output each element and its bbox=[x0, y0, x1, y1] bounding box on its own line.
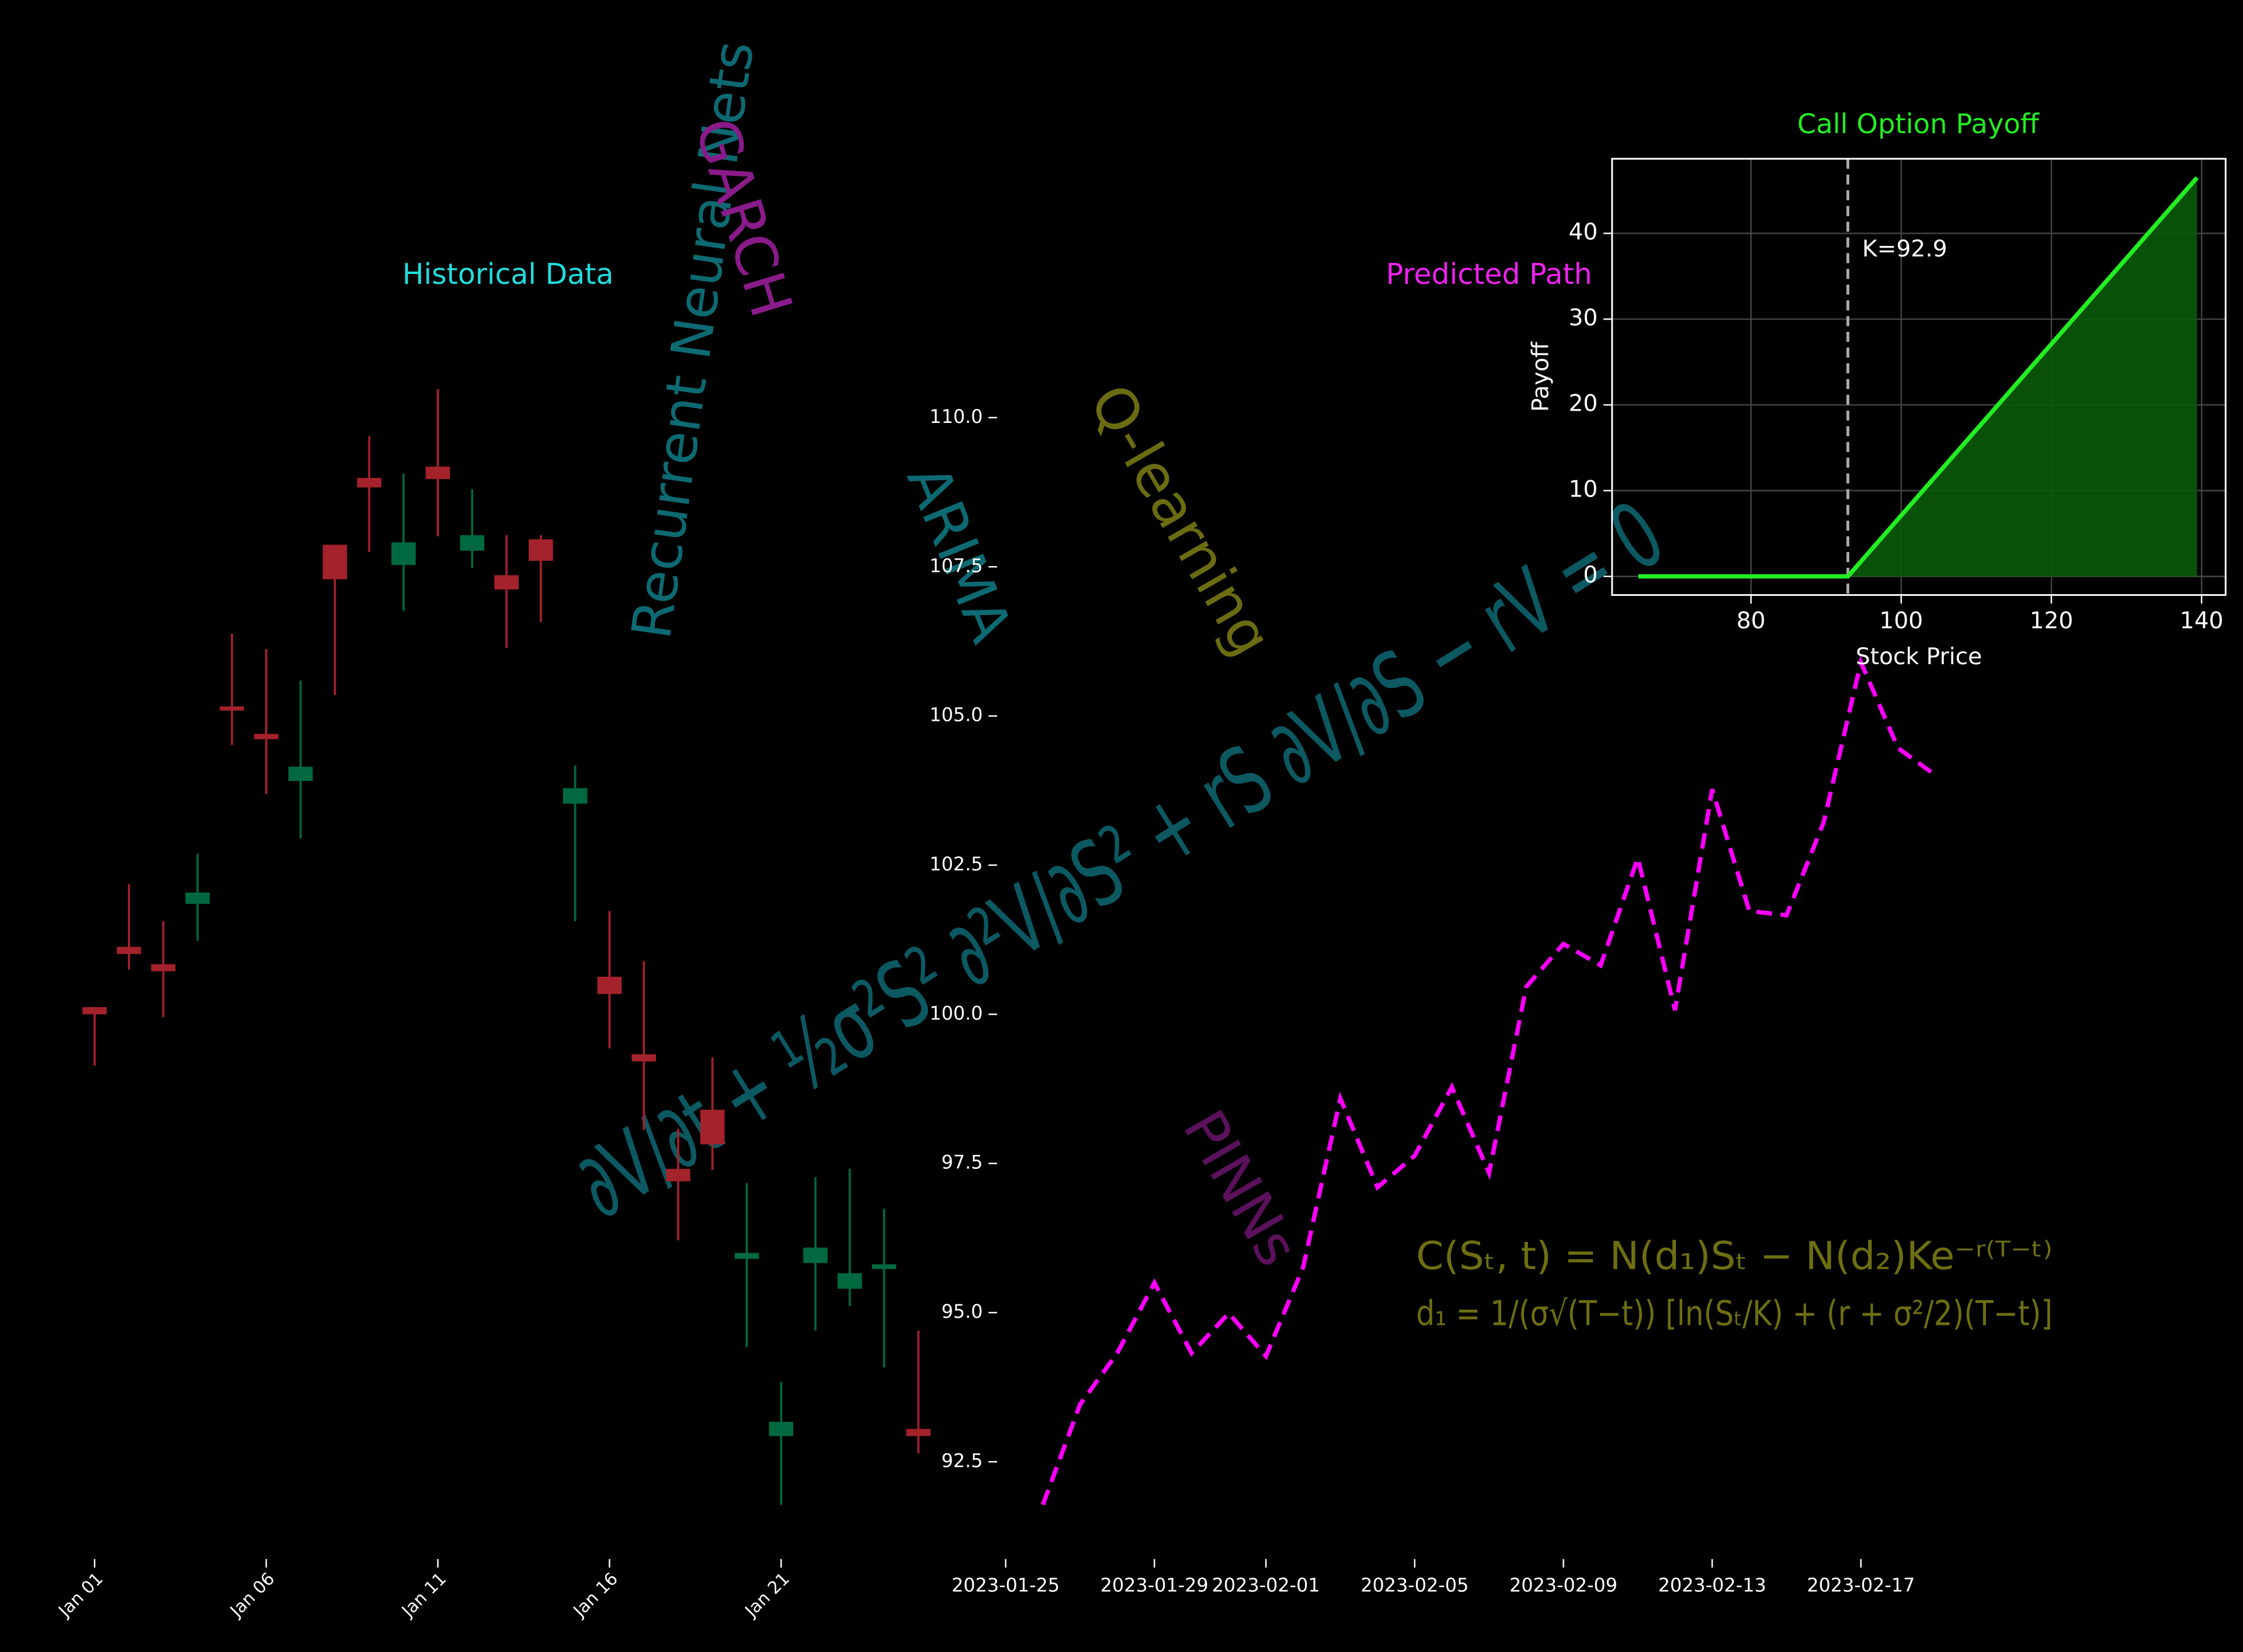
payoff-area bbox=[1638, 178, 2197, 577]
candle-body bbox=[494, 575, 519, 590]
candle-body bbox=[288, 766, 313, 781]
candle-body bbox=[322, 544, 348, 579]
x-axis-label: Stock Price bbox=[1856, 644, 1982, 670]
x-tick-label: 140 bbox=[2180, 608, 2224, 634]
y-tick-label: 95.0 bbox=[942, 1300, 983, 1323]
x-tick-label: 2023-02-09 bbox=[1509, 1574, 1617, 1596]
annotation: C(Sₜ, t) = N(d₁)Sₜ − N(d₂)Ke⁻ʳ⁽ᵀ⁻ᵗ⁾ bbox=[1416, 1234, 2053, 1279]
candle-body bbox=[151, 964, 176, 971]
y-tick-label: 107.5 bbox=[929, 554, 982, 577]
candle-body bbox=[391, 542, 416, 565]
candle-body bbox=[906, 1429, 931, 1436]
y-tick-label: 0 bbox=[1583, 562, 1598, 588]
candle-body bbox=[837, 1273, 862, 1289]
y-tick-label: 10 bbox=[1569, 476, 1598, 502]
x-tick-label: 2023-02-05 bbox=[1360, 1574, 1468, 1596]
candle-body bbox=[529, 539, 553, 561]
x-tick-label: 2023-02-01 bbox=[1212, 1574, 1320, 1596]
x-tick-label: 2023-01-25 bbox=[952, 1574, 1060, 1596]
candle-body bbox=[700, 1109, 725, 1144]
candle-body bbox=[631, 1054, 657, 1062]
candle-body bbox=[666, 1168, 690, 1182]
candle-body bbox=[563, 788, 588, 804]
x-tick-label: 80 bbox=[1737, 608, 1766, 634]
annotation: d₁ = 1/(σ√(T−t)) [ln(Sₜ/K) + (r + σ²/2)(… bbox=[1416, 1293, 2053, 1334]
y-tick-label: 92.5 bbox=[942, 1449, 983, 1471]
y-tick-label: 102.5 bbox=[929, 853, 982, 875]
candle-body bbox=[425, 466, 450, 480]
candle-body bbox=[769, 1421, 794, 1436]
candle-body bbox=[254, 734, 279, 740]
axes-frame bbox=[1611, 158, 2227, 596]
line bbox=[1040, 655, 1937, 1506]
candle-body bbox=[116, 946, 141, 955]
y-tick-label: 100.0 bbox=[929, 1002, 982, 1024]
y-tick-label: 40 bbox=[1569, 219, 1598, 245]
line bbox=[1638, 176, 2199, 579]
y-tick-label: 30 bbox=[1569, 305, 1598, 331]
x-tick-label: 120 bbox=[2030, 608, 2074, 634]
x-tick-label: 100 bbox=[1879, 608, 1923, 634]
y-tick-label: 105.0 bbox=[929, 704, 982, 726]
y-tick-label: 97.5 bbox=[942, 1151, 983, 1174]
candle-body bbox=[185, 892, 210, 904]
chart-title: Predicted Path bbox=[1386, 258, 1592, 291]
candle-body bbox=[734, 1252, 759, 1259]
y-tick-label: 20 bbox=[1569, 391, 1598, 417]
candle-body bbox=[357, 478, 381, 488]
y-axis-label: Payoff bbox=[1527, 341, 1554, 412]
chart-title: Historical Data bbox=[402, 258, 614, 291]
candle-body bbox=[803, 1247, 828, 1264]
candle-body bbox=[220, 706, 244, 711]
x-tick-label: 2023-02-17 bbox=[1807, 1574, 1915, 1596]
candle-body bbox=[597, 976, 622, 994]
candle-body bbox=[460, 535, 485, 551]
chart-title: Call Option Payoff bbox=[1797, 108, 2040, 140]
candle-body bbox=[871, 1264, 897, 1269]
x-tick-label: 2023-02-13 bbox=[1658, 1574, 1766, 1596]
x-tick-label: 2023-01-29 bbox=[1100, 1574, 1209, 1596]
candle-body bbox=[82, 1007, 107, 1015]
y-tick-label: 110.0 bbox=[929, 405, 982, 428]
strike-label: K=92.9 bbox=[1862, 236, 1947, 262]
